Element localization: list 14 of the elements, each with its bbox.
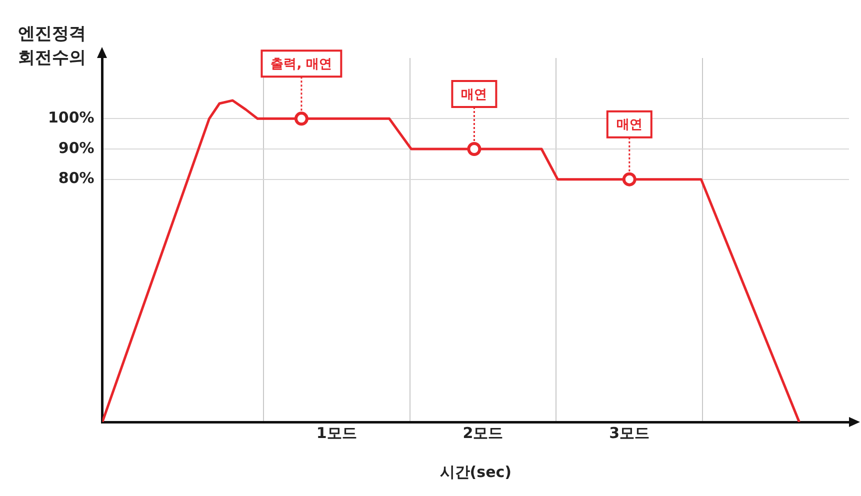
- annotation: 매연: [616, 118, 642, 133]
- annotation: 출력, 매연: [270, 57, 332, 72]
- x-axis-title: 시간(sec): [440, 462, 512, 481]
- point: [467, 142, 482, 156]
- y-tick-label: 80%: [58, 169, 94, 188]
- x-tick-label: 1모드: [316, 424, 357, 442]
- annotation: 매연: [461, 87, 488, 102]
- x-tick-label: 2모드: [462, 424, 504, 442]
- y-tick-label: 100%: [48, 108, 94, 127]
- y-tick-label: 90%: [58, 138, 94, 157]
- y-axis-title: 엔진정격 회전수의: [18, 23, 87, 70]
- x-tick-label: 3모드: [609, 424, 650, 442]
- point: [294, 112, 308, 126]
- point: [622, 172, 636, 186]
